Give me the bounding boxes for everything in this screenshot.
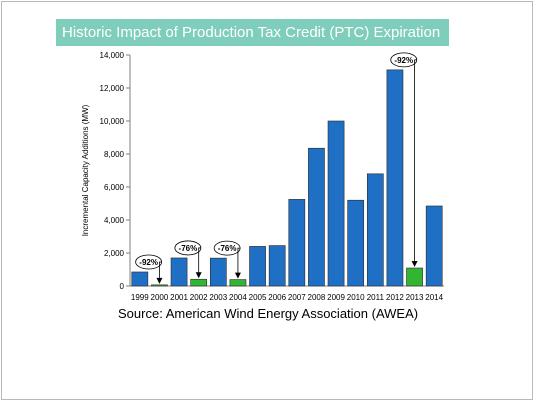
annotation-arrow-4 [414, 59, 417, 263]
y-tick-label: 12,000 [100, 84, 125, 93]
annotation-label-2: -76% [179, 244, 198, 253]
x-tick-label-2013: 2013 [406, 293, 424, 302]
x-tick-label-2001: 2001 [170, 293, 188, 302]
bar-2000 [151, 284, 168, 287]
annotation-label-4: -92% [394, 56, 413, 65]
x-tick-label-2011: 2011 [367, 293, 385, 302]
annotation-label-3: -76% [218, 244, 237, 253]
x-tick-label-2004: 2004 [229, 293, 247, 302]
bar-2002 [190, 278, 208, 287]
x-tick-label-2007: 2007 [288, 293, 306, 302]
x-tick-label-2006: 2006 [268, 293, 286, 302]
bar-2007 [288, 199, 306, 287]
bar-2014 [425, 205, 443, 287]
annotation-arrowhead-3 [234, 272, 241, 279]
x-tick-label-2003: 2003 [209, 293, 227, 302]
bar-2013 [406, 267, 423, 287]
source-caption: Source: American Wind Energy Association… [118, 306, 419, 321]
bar-2011 [366, 173, 384, 287]
annotation-arrowhead-2 [195, 272, 202, 279]
bar-2006 [268, 245, 286, 287]
x-tick-label-2002: 2002 [190, 293, 208, 302]
y-axis-title: Incremental Capacity Additions (MW) [81, 104, 90, 236]
slide-title: Historic Impact of Production Tax Credit… [56, 19, 449, 46]
x-tick-label-2008: 2008 [308, 293, 326, 302]
annotation-arrowhead-1 [156, 277, 163, 284]
x-tick-label-2005: 2005 [249, 293, 267, 302]
annotation-arrow-2 [198, 247, 201, 274]
bar-2003 [209, 257, 227, 287]
annotation-arrow-1 [159, 261, 162, 279]
x-tick-label-2012: 2012 [386, 293, 404, 302]
x-tick-label-2000: 2000 [151, 293, 169, 302]
y-tick-label: 0 [120, 282, 125, 291]
x-tick-label-2009: 2009 [327, 293, 345, 302]
y-tick-label: 2,000 [104, 249, 125, 258]
bar-2009 [327, 120, 345, 287]
annotation-arrowhead-4 [411, 261, 418, 268]
y-tick-label: 8,000 [104, 150, 125, 159]
y-tick-label: 14,000 [100, 51, 125, 60]
bar-2008 [308, 147, 325, 287]
y-tick-label: 10,000 [100, 117, 125, 126]
annotation-label-1: -92% [139, 258, 158, 267]
y-tick-label: 4,000 [104, 216, 125, 225]
bar-2001 [170, 257, 188, 287]
y-tick-label: 6,000 [104, 183, 125, 192]
x-tick-label-1999: 1999 [131, 293, 149, 302]
annotation-arrow-3 [237, 247, 241, 274]
bar-2012 [386, 69, 404, 287]
x-tick-label-2014: 2014 [425, 293, 443, 302]
x-tick-label-2010: 2010 [347, 293, 365, 302]
bar-2005 [249, 246, 266, 287]
bar-1999 [131, 271, 149, 287]
bar-2010 [347, 199, 365, 287]
bar-2004 [229, 279, 247, 287]
